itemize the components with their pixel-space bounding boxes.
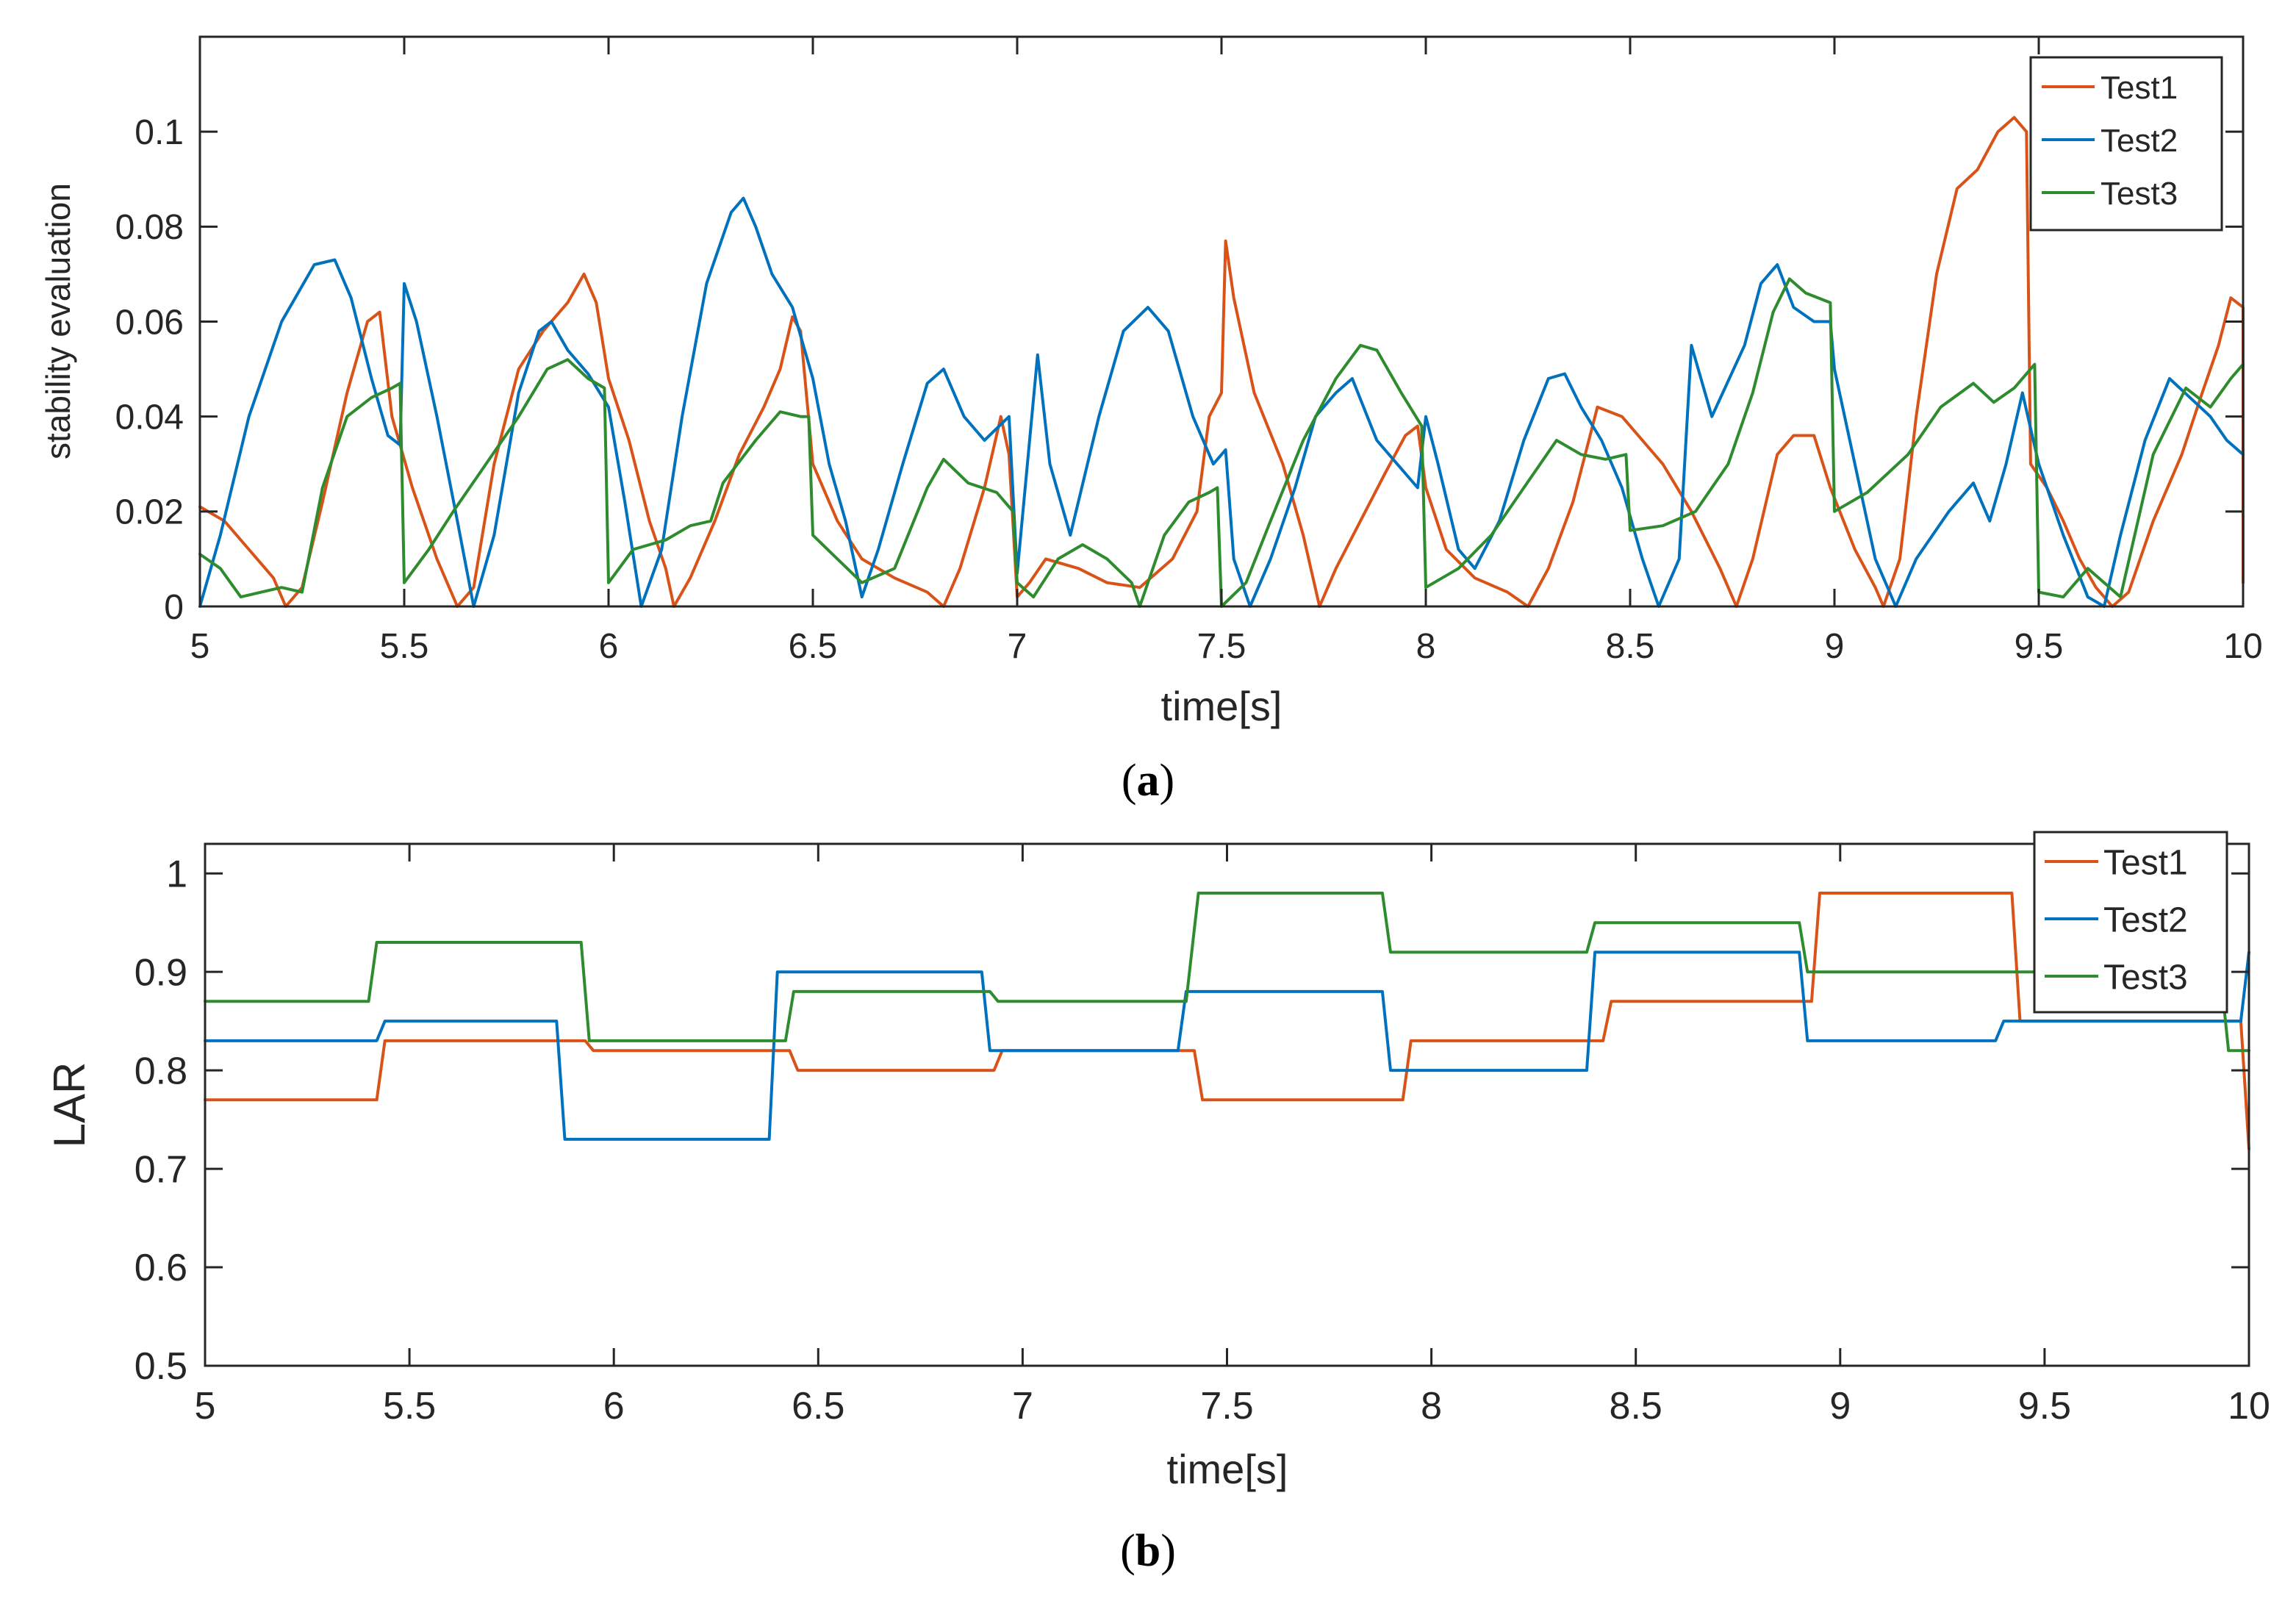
panel-b-chart: 5 5.5 6 6.5 7 7.5 8 8.5 9 9.5 10 0.5 0.6 0.7 0.8 0.9 1 L…: [45, 831, 2270, 1492]
panel-b-x-tick-label: 7.5: [1200, 1385, 1253, 1427]
panel-b-x-tick-label: 6: [603, 1385, 625, 1427]
panel-a-legend-label-test1: Test1: [2101, 70, 2178, 106]
panel-a-x-tick-label: 5: [190, 627, 210, 666]
panel-a-caption-letter: a: [1137, 756, 1160, 806]
panel-b-x-tick-label: 9: [1829, 1385, 1851, 1427]
panel-a-x-tick-label: 5.5: [380, 627, 429, 666]
panel-a-x-tick-label: 6: [599, 627, 619, 666]
panel-a-x-tick-label: 9: [1825, 627, 1845, 666]
panel-a-x-axis-label: time[s]: [1161, 683, 1282, 729]
panel-b-x-axis-label: time[s]: [1167, 1446, 1288, 1492]
panel-a-x-tick-label: 8: [1416, 627, 1436, 666]
panel-a-chart: 5 5.5 6 6.5 7 7.5 8 8.5 9 9.5 10 0 0.02 0.04 0.06 0.08 0…: [39, 35, 2263, 729]
panel-b-y-tick-label: 1: [166, 853, 187, 895]
panel-b-y-tick-label: 0.7: [134, 1148, 187, 1191]
panel-a-x-tick-label: 9.5: [2015, 627, 2064, 666]
panel-b-legend: Test1 Test2 Test3: [2033, 831, 2228, 1014]
panel-b-y-tick-label: 0.5: [134, 1345, 187, 1388]
panel-a-x-tick-label: 7.5: [1197, 627, 1246, 666]
panel-a-series-test1-line: [198, 115, 2245, 608]
panel-a-series-test2-line: [198, 196, 2245, 608]
panel-b-legend-label-test1: Test1: [2103, 843, 2188, 882]
panel-a-y-tick-label: 0: [164, 588, 184, 627]
panel-a-x-tick-label: 7: [1008, 627, 1027, 666]
panel-b-x-tick-label: 5: [195, 1385, 216, 1427]
panel-a-x-tick-label: 10: [2223, 627, 2262, 666]
panel-b-x-tick-label: 10: [2228, 1385, 2270, 1427]
panel-a-y-tick-label: 0.1: [134, 113, 184, 152]
panel-b-y-tick-label: 0.6: [134, 1247, 187, 1289]
panel-b-y-axis-label: LAR: [45, 1062, 94, 1148]
panel-a-legend: Test1 Test2 Test3: [2029, 56, 2223, 232]
panel-a-x-tick-label: 8.5: [1606, 627, 1655, 666]
panel-a-legend-label-test3: Test3: [2101, 176, 2178, 212]
panel-b-x-tick-label: 9.5: [2018, 1385, 2071, 1427]
panel-b-y-tick-label: 0.9: [134, 951, 187, 994]
panel-a-series-layer: [198, 115, 2245, 608]
panel-a-series-test3-line: [198, 277, 2245, 608]
panel-b-series-test3-line: [204, 892, 2250, 1053]
panel-a-y-tick-label: 0.04: [115, 398, 184, 437]
panel-a-tick-layer: 5 5.5 6 6.5 7 7.5 8 8.5 9 9.5 10 0 0.02 0.04 0.06 0.08 0…: [115, 37, 2263, 666]
panel-b-x-tick-label: 8.5: [1610, 1385, 1662, 1427]
panel-a-plot-area: [200, 37, 2243, 606]
panel-b-plot-area: [205, 844, 2249, 1366]
panel-b-x-tick-label: 7: [1012, 1385, 1033, 1427]
panel-b-legend-label-test3: Test3: [2103, 958, 2188, 997]
panel-a-x-tick-label: 6.5: [789, 627, 838, 666]
panel-b-caption: (b): [1120, 1526, 1176, 1576]
panel-b-series-layer: [204, 892, 2250, 1151]
panel-a-y-tick-label: 0.02: [115, 493, 184, 532]
panel-a-y-tick-label: 0.08: [115, 208, 184, 247]
panel-b-y-tick-label: 0.8: [134, 1050, 187, 1092]
panel-a-legend-label-test2: Test2: [2101, 123, 2178, 159]
panel-a-y-axis-label: stability evaluation: [39, 183, 77, 459]
panel-b-axes-box: [204, 842, 2250, 1367]
panel-a-y-tick-label: 0.06: [115, 303, 184, 342]
panel-b-tick-layer: 5 5.5 6 6.5 7 7.5 8 8.5 9 9.5 10 0.5 0.6 0.7 0.8 0.9 1: [134, 844, 2270, 1427]
panel-b-x-tick-label: 6.5: [792, 1385, 844, 1427]
panel-b-x-tick-label: 5.5: [383, 1385, 436, 1427]
panel-a-axes-box: [198, 35, 2245, 608]
panel-b-series-test1-line: [204, 892, 2250, 1151]
panel-a-caption: (a): [1122, 756, 1174, 806]
panel-b-legend-label-test2: Test2: [2103, 900, 2188, 939]
panel-b-x-tick-label: 8: [1421, 1385, 1442, 1427]
panel-b-caption-letter: b: [1136, 1526, 1160, 1576]
